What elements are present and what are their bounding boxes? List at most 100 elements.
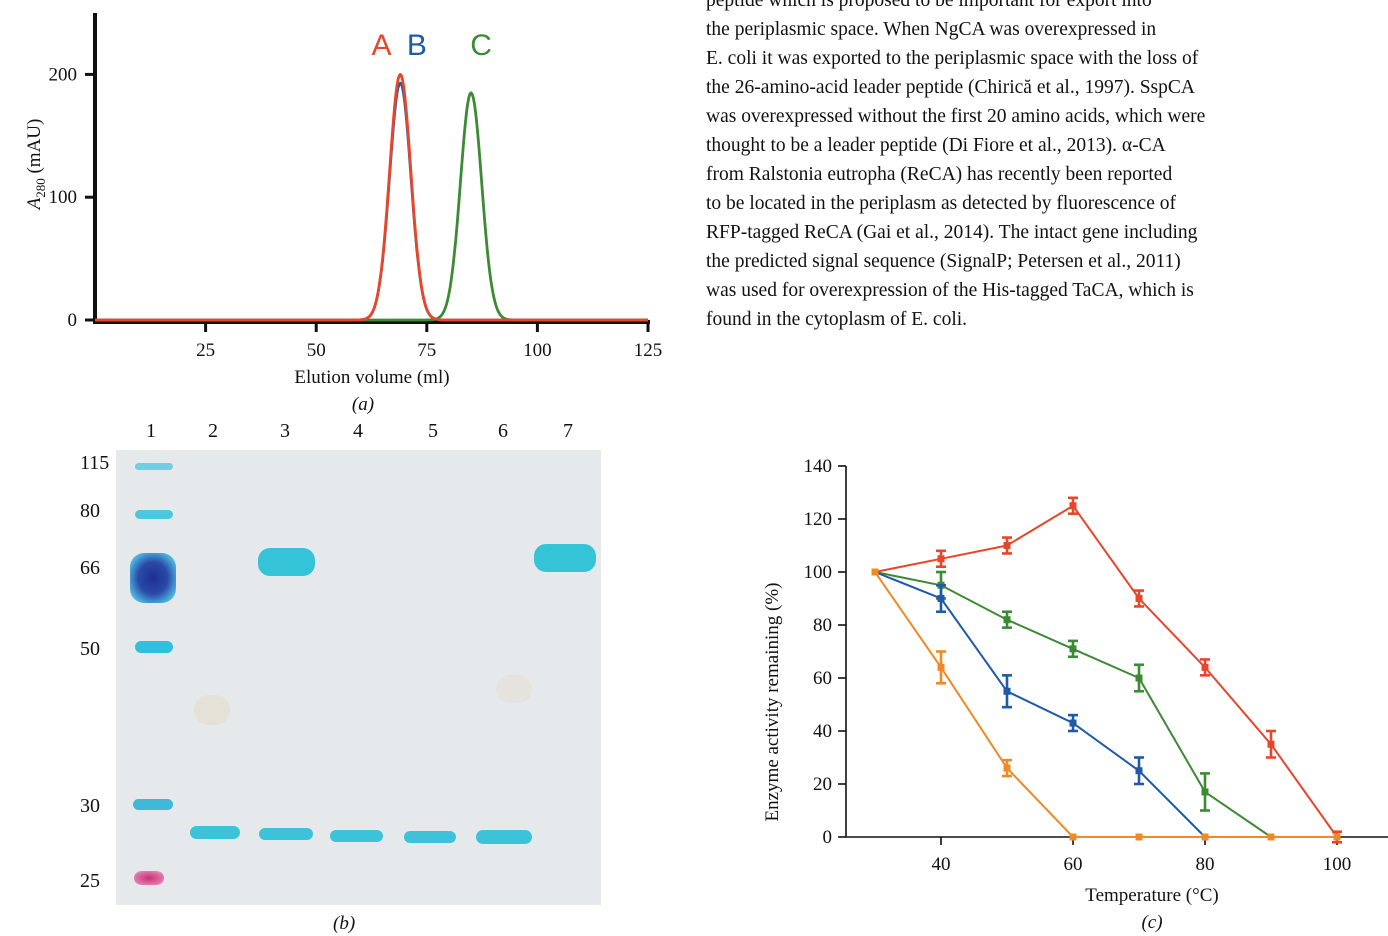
chart-c-y-tick-label: 60 — [813, 668, 832, 689]
chart-a-y-axis-label: A280 (mAU) — [24, 119, 48, 212]
chart-c-axes: 0 20 40 60 80 100 120 140 40 60 80 100 — [804, 456, 1388, 875]
chart-a-series-line — [94, 73, 649, 322]
chart-c-data-point — [1267, 833, 1275, 841]
chart-a-axes: 25 50 75 100 125 0 100 200 — [49, 13, 663, 361]
gel-lane-number: 5 — [428, 420, 438, 442]
paragraph-line: was overexpressed without the first 20 a… — [706, 106, 1206, 127]
ladder-band-30 — [133, 799, 173, 810]
chart-c-data-point — [1201, 663, 1209, 671]
chart-c-data-point — [1003, 687, 1011, 695]
paragraph-line: the predicted signal sequence (SignalP; … — [706, 251, 1181, 272]
lane-2-lower-band — [190, 826, 240, 839]
chart-a-y-axis-label-subscript: 280 — [33, 178, 48, 198]
gel-mw-marker-label: 66 — [80, 557, 100, 579]
lane-3-lower-band — [259, 828, 313, 840]
chart-a-y-tick-label: 100 — [49, 187, 78, 208]
chart-c-data-point — [1069, 833, 1077, 841]
chart-c-data-point — [871, 568, 879, 576]
chart-c-y-tick-label: 20 — [813, 774, 832, 795]
chart-c-data-point — [1267, 740, 1275, 748]
chart-c-data-point — [1201, 788, 1209, 796]
paragraph-line: thought to be a leader peptide (Di Fiore… — [706, 135, 1166, 156]
chart-c-data-point — [1069, 645, 1077, 653]
chart-c-series-line — [874, 571, 1337, 838]
chart-c-data-point — [1135, 595, 1143, 602]
gel-mw-marker-label: 25 — [80, 870, 100, 892]
lane-3-upper-band — [258, 548, 315, 576]
chart-a-series — [94, 73, 649, 322]
chart-c-y-tick-label: 140 — [804, 456, 833, 477]
panel-a-caption: (a) — [352, 394, 374, 415]
ladder-band-25 — [134, 871, 164, 885]
lane-4-lower-band — [330, 830, 383, 842]
chart-a-x-tick-label: 125 — [634, 340, 663, 361]
chart-c-data-point — [1333, 833, 1341, 841]
chart-a-peak-label: B — [407, 29, 427, 62]
chart-c-data-point — [937, 595, 945, 602]
paragraph-line: to be located in the periplasm as detect… — [706, 193, 1176, 214]
chart-c-y-tick-label: 0 — [823, 827, 833, 848]
chart-a-series-line — [94, 81, 649, 322]
gel-lane-number: 2 — [208, 420, 218, 442]
chart-a-x-tick-label: 25 — [196, 340, 215, 361]
chart-c-data-point — [1135, 674, 1143, 682]
paragraph-line: the 26-amino-acid leader peptide (Chiric… — [706, 77, 1195, 98]
sds-page-gel-panel: 1 2 3 4 5 6 7 115 80 66 50 30 25 (b) — [60, 420, 620, 936]
lane-6-lower-band — [476, 830, 532, 844]
faint-smudge — [496, 675, 532, 703]
chart-c-y-tick-label: 100 — [804, 562, 833, 583]
chart-c-series-line — [874, 504, 1338, 838]
gel-mw-marker-label: 30 — [80, 795, 100, 817]
chart-c-series-line — [874, 571, 1206, 838]
ladder-band-66 — [130, 553, 176, 603]
chart-a-x-axis-label: Elution volume (ml) — [294, 367, 449, 388]
chart-c-y-tick-label: 40 — [813, 721, 832, 742]
chart-c-data-point — [1201, 833, 1209, 841]
chart-c-x-tick-label: 100 — [1323, 854, 1352, 875]
ladder-band-115 — [135, 463, 173, 470]
chart-c-series — [871, 496, 1342, 844]
chart-c-y-tick-label: 80 — [813, 615, 832, 636]
chart-c-data-point — [1003, 542, 1011, 549]
chart-c-x-tick-label: 40 — [932, 854, 951, 875]
paragraph-line: found in the cytoplasm of E. coli. — [706, 309, 968, 330]
paragraph-line: peptide which is proposed to be importan… — [706, 0, 1152, 11]
paragraph-line: from Ralstonia eutropha (ReCA) has recen… — [706, 164, 1173, 185]
chart-c-x-tick-label: 80 — [1196, 854, 1215, 875]
gel-mw-marker-label: 50 — [80, 638, 100, 660]
chart-c-y-tick-label: 120 — [804, 509, 833, 530]
chart-c-data-point — [1003, 616, 1011, 624]
chart-a-y-tick-label: 0 — [68, 310, 78, 331]
chart-a-x-tick-label: 100 — [523, 340, 552, 361]
ladder-band-80 — [135, 510, 173, 519]
body-paragraph: peptide which is proposed to be importan… — [706, 0, 1388, 334]
chart-a-y-axis-label-main: A — [24, 197, 45, 211]
gel-lane-number: 6 — [498, 420, 508, 442]
gel-mw-marker-label: 80 — [80, 500, 100, 522]
chart-c-data-point — [1003, 764, 1011, 772]
paragraph-line: E. coli it was exported to the periplasm… — [706, 48, 1199, 69]
chart-c-data-point — [1069, 502, 1077, 510]
gel-lane-number: 7 — [563, 420, 573, 442]
gel-mw-marker-label: 115 — [80, 452, 110, 474]
chart-a-x-tick-label: 75 — [417, 340, 436, 361]
chart-c-x-tick-label: 60 — [1064, 854, 1083, 875]
gel-lane-number: 1 — [146, 420, 156, 442]
chart-c-x-axis-label: Temperature (°C) — [1085, 885, 1218, 906]
panel-c-caption: (c) — [1141, 912, 1162, 933]
lane-5-lower-band — [404, 831, 456, 843]
chart-c-data-point — [1069, 719, 1077, 727]
chart-a-y-tick-label: 200 — [49, 64, 78, 85]
paragraph-line: RFP-tagged ReCA (Gai et al., 2014). The … — [706, 222, 1198, 243]
chart-a-series-line — [94, 91, 649, 322]
ladder-band-50 — [135, 641, 173, 653]
faint-smudge — [194, 695, 230, 725]
chart-c-series-line — [874, 571, 1272, 838]
gel-lane-number: 3 — [280, 420, 290, 442]
thermal-stability-chart: 0 20 40 60 80 100 120 140 40 60 80 100 Temperature … — [762, 456, 1388, 933]
chart-a-peak-label: A — [371, 29, 391, 62]
chart-c-data-point — [937, 555, 945, 563]
gel-lane-number: 4 — [353, 420, 363, 442]
